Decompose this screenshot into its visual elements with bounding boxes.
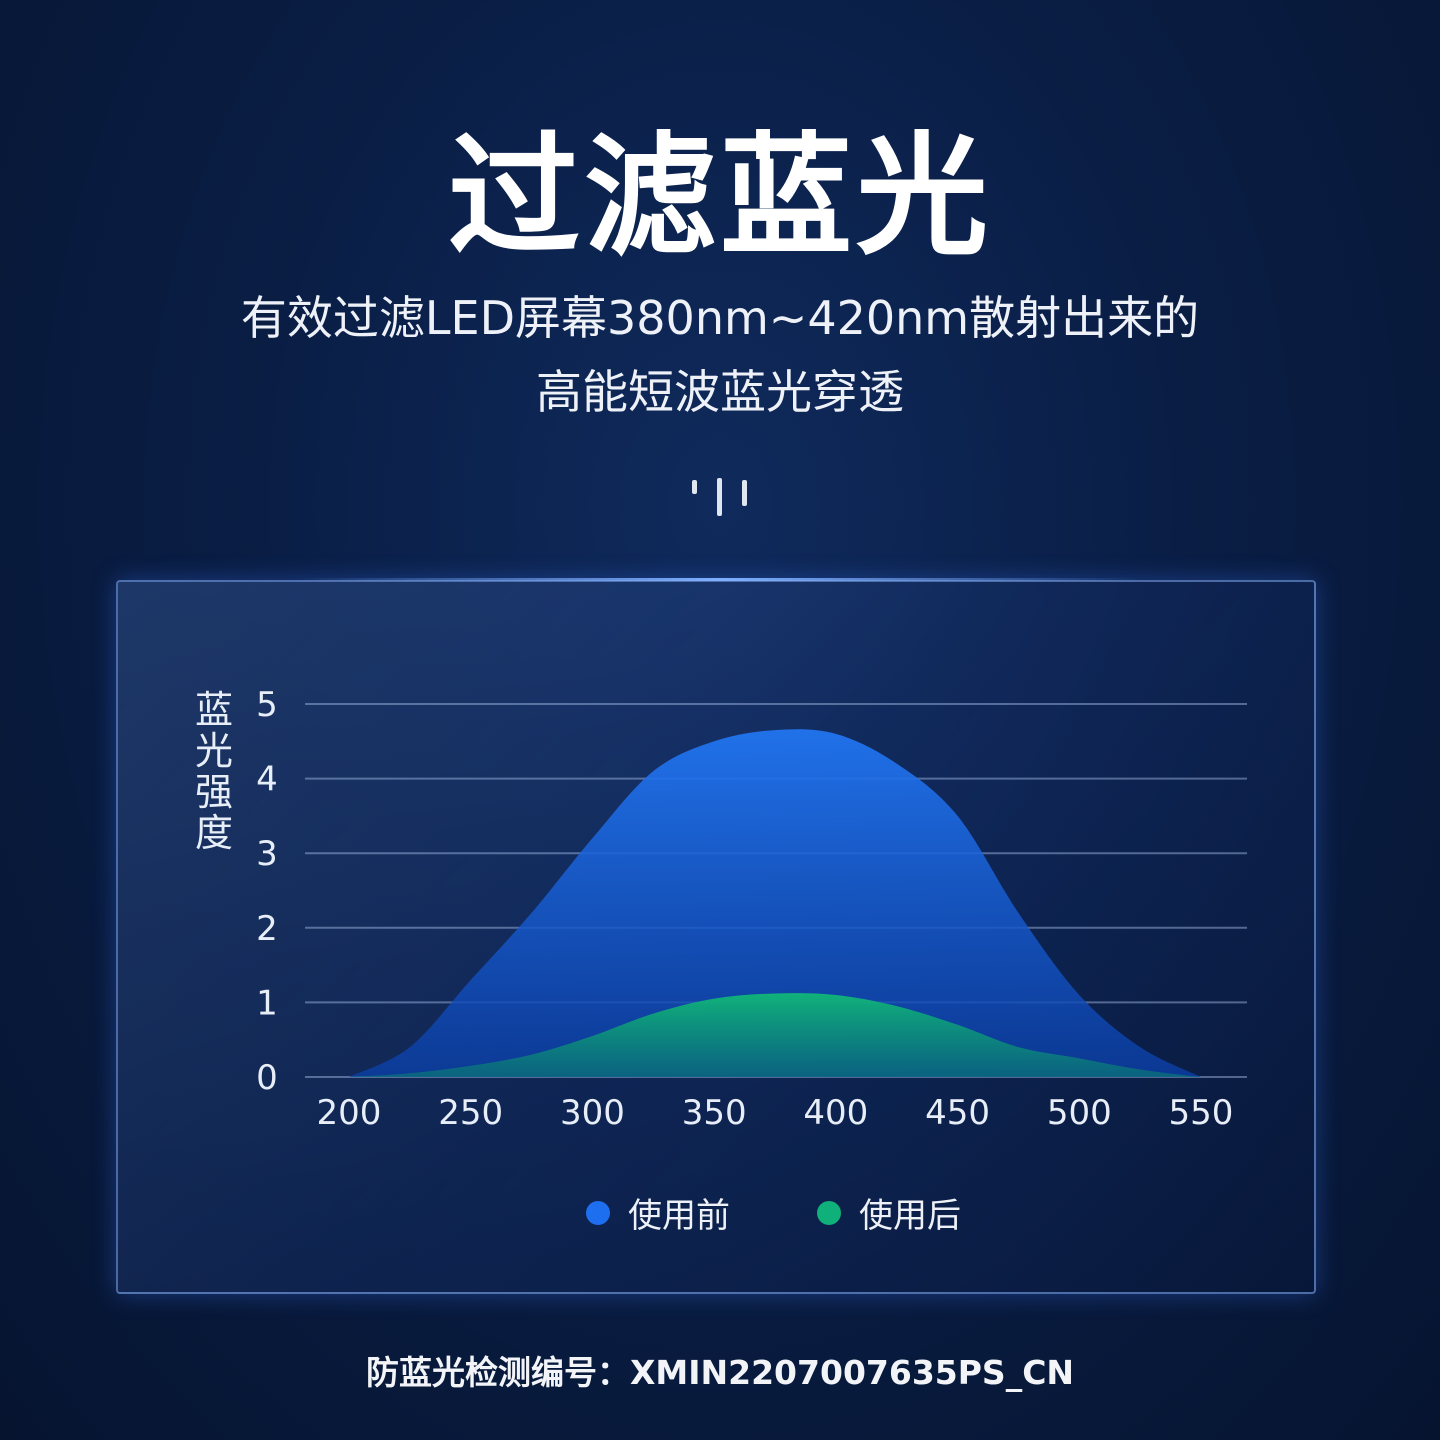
y-tick-label: 5 — [256, 685, 278, 725]
legend: 使用前 使用后 — [0, 1188, 1440, 1237]
legend-item-before: 使用前 — [586, 1188, 730, 1237]
y-tick-label: 3 — [256, 834, 278, 874]
legend-label: 使用后 — [859, 1196, 961, 1236]
legend-item-after: 使用后 — [817, 1188, 961, 1237]
legend-dot-blue-icon — [586, 1200, 610, 1225]
divider-marks-icon — [690, 478, 750, 518]
y-tick-label: 0 — [256, 1058, 278, 1098]
y-tick-label: 4 — [256, 760, 278, 800]
y-tick-label: 2 — [256, 909, 278, 949]
x-tick-label: 200 — [317, 1093, 382, 1133]
y-axis-label: 蓝光强度 — [194, 688, 233, 855]
x-tick-label: 500 — [1047, 1093, 1112, 1133]
test-number: 防蓝光检测编号：XMIN2207007635PS_CN — [365, 1353, 1075, 1392]
legend-dot-green-icon — [817, 1200, 841, 1225]
legend-label: 使用前 — [628, 1196, 730, 1236]
series-area-before — [349, 729, 1201, 1077]
y-tick-label: 1 — [256, 983, 278, 1023]
page-title: 过滤蓝光 — [448, 120, 992, 274]
x-tick-label: 450 — [925, 1093, 990, 1133]
panel-glow — [300, 578, 1140, 581]
subtitle-line-1: 有效过滤LED屏幕380nm~420nm散射出来的 — [240, 291, 1200, 345]
x-tick-label: 350 — [682, 1093, 747, 1133]
series-area-after — [349, 993, 1201, 1077]
x-tick-label: 250 — [438, 1093, 503, 1133]
x-tick-label: 550 — [1169, 1093, 1234, 1133]
subtitle-line-2: 高能短波蓝光穿透 — [536, 365, 904, 419]
x-tick-label: 400 — [803, 1093, 868, 1133]
x-tick-label: 300 — [560, 1093, 625, 1133]
